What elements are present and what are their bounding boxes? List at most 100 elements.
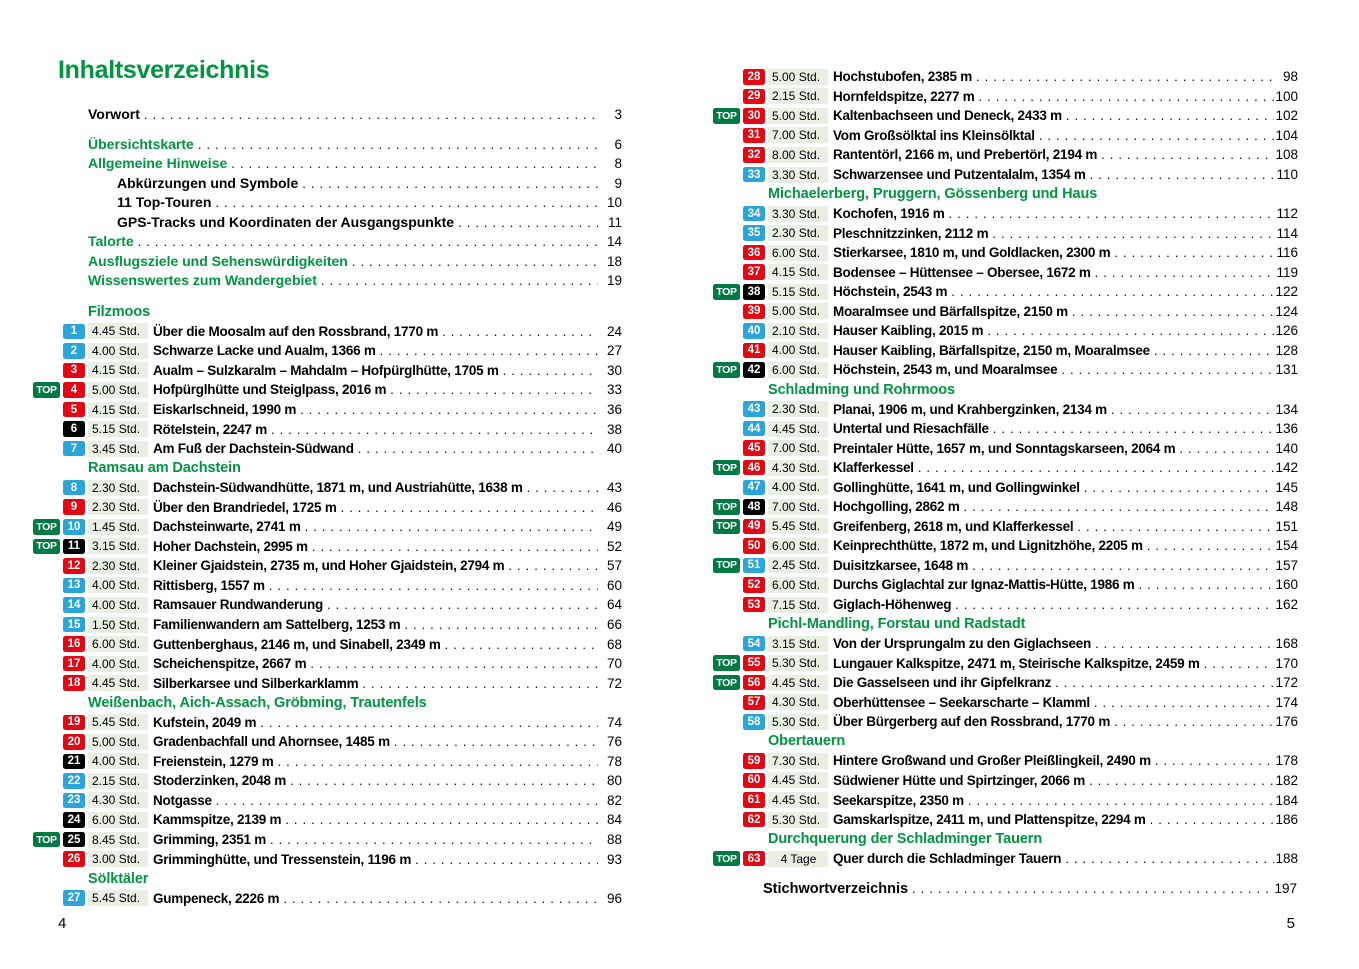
tour-duration: 3.00 Std. xyxy=(88,851,148,868)
toc-tour-row: 33 3.30 Std. Schwarzensee und Putzentalalm… xyxy=(710,165,1298,185)
tour-duration: 4.15 Std. xyxy=(88,401,148,418)
toc-title: Inhaltsverzeichnis xyxy=(58,56,270,84)
tour-duration: 3.30 Std. xyxy=(768,205,828,222)
badge-gutter: 62 xyxy=(710,811,765,828)
toc-tour-row: 27 5.45 Std. Gumpeneck, 2226 m............… xyxy=(30,888,622,908)
tour-title: Preintaler Hütte, 1657 m, und Sonntagska… xyxy=(833,440,1176,456)
badge-gutter: TOP 42 xyxy=(710,362,765,378)
front-matter-row: Vorwort.................................… xyxy=(88,106,622,126)
tour-title-line: Hauser Kaibling, 2015 m.................… xyxy=(833,323,1298,338)
tour-number-badge: 56 xyxy=(743,674,765,691)
tour-title: Am Fuß der Dachstein-Südwand xyxy=(153,441,354,457)
tour-title: Lungauer Kalkspitze, 2471 m, Steirische … xyxy=(833,655,1200,671)
dot-leader: ........................................… xyxy=(972,557,1274,573)
tour-title-line: Greifenberg, 2618 m, und Klafferkessel..… xyxy=(833,519,1298,534)
tour-title: Gradenbachfall und Ahornsee, 1485 m xyxy=(153,734,390,750)
tour-number-badge: 29 xyxy=(743,88,765,105)
tour-number-badge: 62 xyxy=(743,811,765,828)
tour-title: Hofpürglhütte und Steiglpass, 2016 m xyxy=(153,382,387,398)
front-matter-label: Vorwort xyxy=(88,106,140,122)
toc-tour-row: 28 5.00 Std. Hochstubofen, 2385 m.........… xyxy=(710,67,1298,87)
tour-number-badge: 13 xyxy=(63,577,85,594)
dot-leader: ........................................… xyxy=(1146,538,1274,554)
tour-title: Von der Ursprungalm zu den Giglachseen xyxy=(833,636,1092,652)
tour-page-number: 70 xyxy=(606,656,622,672)
tour-duration: 2.15 Std. xyxy=(768,88,828,105)
tour-duration: 1.45 Std. xyxy=(88,518,148,535)
tour-duration: 3.45 Std. xyxy=(88,440,148,457)
toc-tour-row: TOP 51 2.45 Std. Duisitzkarsee, 1648 m.....… xyxy=(710,556,1298,576)
tour-title: Planai, 1906 m, und Krahbergzinken, 2134… xyxy=(833,401,1107,417)
toc-tour-row: 31 7.00 Std. Vom Großsölktal ins Kleinsölk… xyxy=(710,126,1298,146)
tour-number-badge: 63 xyxy=(743,850,765,867)
tour-title-line: Kufstein, 2049 m........................… xyxy=(153,715,622,730)
badge-gutter: 3 xyxy=(30,362,85,379)
toc-tour-row: 37 4.15 Std. Bodensee – Hüttensee – Oberse… xyxy=(710,262,1298,282)
dot-leader: ........................................… xyxy=(143,107,598,122)
badge-gutter: 12 xyxy=(30,558,85,574)
tour-title: Hauser Kaibling, Bärfallspitze, 2150 m, … xyxy=(833,342,1150,358)
tour-title: Über Bürgerberg auf den Rossbrand, 1770 … xyxy=(833,714,1111,730)
section-heading-label: Schladming und Rohrmoos xyxy=(768,381,956,398)
badge-gutter: 47 xyxy=(710,479,765,495)
toc-tour-row: 2 4.00 Std. Schwarze Lacke und Aualm, 1366… xyxy=(30,341,622,361)
dot-leader: ........................................… xyxy=(1038,127,1274,143)
tour-duration: 4.00 Std. xyxy=(88,655,148,672)
front-matter-row: Ausflugsziele und Sehenswürdigkeiten....… xyxy=(88,253,622,273)
tour-duration: 4.00 Std. xyxy=(88,596,148,613)
toc-tour-row: 18 4.45 Std. Silberkarsee und Silberkarkla… xyxy=(30,673,622,693)
tour-title: Südwiener Hütte und Spirtzinger, 2066 m xyxy=(833,772,1086,788)
tour-duration: 5.00 Std. xyxy=(88,733,148,750)
front-matter-label: Wissenswertes zum Wandergebiet xyxy=(88,272,317,289)
tour-duration: 5.00 Std. xyxy=(88,381,148,398)
top-tour-badge: TOP xyxy=(713,499,740,515)
tour-title: Höchstein, 2543 m xyxy=(833,284,948,300)
tour-title-line: Kaltenbachseen und Deneck, 2433 m.......… xyxy=(833,108,1298,123)
tour-title-line: Vom Großsölktal ins Kleinsölktal........… xyxy=(833,128,1298,143)
badge-gutter: 17 xyxy=(30,655,85,672)
top-tour-badge: TOP xyxy=(33,831,60,848)
dot-leader: ........................................… xyxy=(290,773,598,789)
tour-number-badge: 6 xyxy=(63,421,85,437)
tour-title-line: Klafferkessel...........................… xyxy=(833,460,1298,475)
tour-title-line: Pleschnitzzinken, 2112 m................… xyxy=(833,226,1298,241)
tour-number-badge: 40 xyxy=(743,323,765,339)
toc-tour-row: 26 3.00 Std. Grimminghütte, und Tressenste… xyxy=(30,849,622,869)
tour-duration: 1.50 Std. xyxy=(88,616,148,633)
dot-leader: ........................................… xyxy=(137,234,598,250)
dot-leader: ........................................… xyxy=(300,402,598,417)
tour-page-number: 116 xyxy=(1276,245,1298,261)
tour-title: Hochstubofen, 2385 m xyxy=(833,69,973,85)
tour-page-number: 188 xyxy=(1275,851,1298,867)
dot-leader: ........................................… xyxy=(215,792,598,808)
tour-title-line: Notgasse................................… xyxy=(153,793,622,808)
tour-duration: 4.00 Std. xyxy=(88,753,148,770)
tour-title: Schwarze Lacke und Aualm, 1366 m xyxy=(153,343,376,359)
toc-tour-row: 50 6.00 Std. Keinprechthütte, 1872 m, und … xyxy=(710,536,1298,556)
toc-tour-row: 19 5.45 Std. Kufstein, 2049 m.............… xyxy=(30,712,622,732)
tour-title-line: Kammspitze, 2139 m......................… xyxy=(153,812,622,827)
badge-gutter: TOP 48 xyxy=(710,499,765,515)
dot-leader: ........................................… xyxy=(1114,245,1274,261)
tour-page-number: 134 xyxy=(1275,401,1298,417)
tour-title-line: Bodensee – Hüttensee – Obersee, 1672 m..… xyxy=(833,265,1298,280)
toc-tour-row: TOP 56 4.45 Std. Die Gasselseen und ihr Gip… xyxy=(710,673,1298,693)
tour-page-number: 43 xyxy=(606,480,622,496)
tour-title: Untertal und Riesachfälle xyxy=(833,421,989,437)
tour-title-line: Oberhüttensee – Seekarscharte – Klamml..… xyxy=(833,695,1298,710)
toc-tour-row: TOP 30 5.00 Std. Kaltenbachseen und Deneck,… xyxy=(710,106,1298,126)
tour-page-number: 40 xyxy=(606,441,622,457)
toc-tour-row: TOP 10 1.45 Std. Dachsteinwarte, 2741 m....… xyxy=(30,517,622,537)
tour-number-badge: 2 xyxy=(63,343,85,359)
tour-number-badge: 46 xyxy=(743,459,765,476)
toc-tour-row: TOP 42 6.00 Std. Höchstein, 2543 m, und Moa… xyxy=(710,360,1298,380)
dot-leader: ........................................… xyxy=(502,362,598,378)
tour-title: Kleiner Gjaidstein, 2735 m, und Hoher Gj… xyxy=(153,558,505,574)
tour-number-badge: 44 xyxy=(743,420,765,437)
toc-tour-row: 47 4.00 Std. Gollinghütte, 1641 m, und Gol… xyxy=(710,477,1298,497)
tour-number-badge: 54 xyxy=(743,635,765,652)
tour-title-line: Preintaler Hütte, 1657 m, und Sonntagska… xyxy=(833,441,1298,456)
tour-page-number: 64 xyxy=(606,597,622,613)
toc-tour-row: 52 6.00 Std. Durchs Giglachtal zur Ignaz-M… xyxy=(710,575,1298,595)
tour-page-number: 57 xyxy=(606,558,622,574)
